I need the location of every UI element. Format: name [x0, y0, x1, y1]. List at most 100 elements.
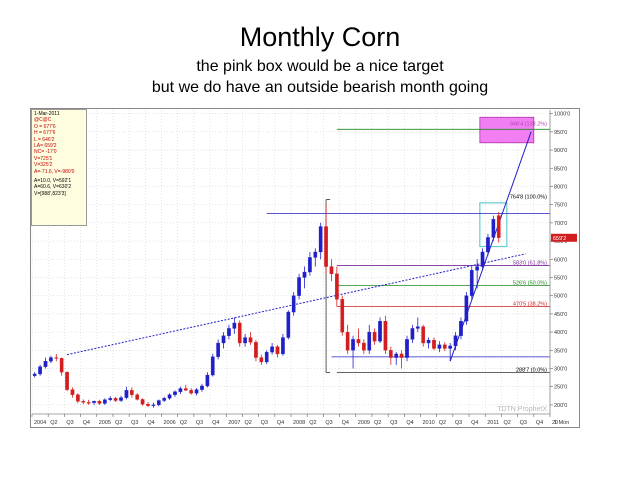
candle [135, 393, 140, 401]
x-tick-label: Q4 [277, 420, 284, 426]
x-tick-label: Q2 [180, 420, 187, 426]
candle [151, 402, 156, 408]
trend-lines [66, 131, 532, 362]
candle [108, 396, 113, 402]
candle-body [146, 404, 150, 406]
candle-body [469, 270, 474, 296]
candle-body [54, 357, 59, 359]
candle [453, 332, 458, 351]
candle-body [286, 311, 291, 338]
candle-body [486, 237, 490, 253]
slide-subtitle-line-1: the pink box would be a nice target [196, 58, 444, 75]
candle-body [113, 398, 118, 401]
horizontal-levels [266, 128, 550, 373]
slide-title: Monthly Corn [239, 22, 401, 52]
candle-body [216, 342, 220, 357]
x-tick-label: 2004 [34, 420, 46, 426]
x-tick-label: Q3 [520, 420, 527, 426]
info-lower-lines: A=10.0, V=592'1 A=60.6, V=630'2 V=[988',82… [34, 178, 84, 197]
candle-body [124, 390, 129, 398]
x-axis-end-label: 1 Mon [554, 420, 569, 426]
candle-body [151, 404, 156, 406]
info-panel: 1-Mar-2011 @C@C O = 677'6 H = 677'6 L = 64… [31, 109, 87, 226]
candle [389, 346, 393, 365]
candle-body [308, 257, 312, 273]
fib-label: 583'0 (61.8%) [513, 260, 547, 266]
candle-body [389, 350, 393, 358]
x-tick-label: Q2 [309, 420, 316, 426]
candle-body [405, 339, 409, 358]
candle [205, 372, 210, 388]
candle [183, 384, 188, 392]
candle-body [459, 321, 463, 336]
candle [475, 259, 479, 289]
target-box [479, 116, 535, 144]
x-tick-label: Q3 [261, 420, 268, 426]
candle [362, 339, 366, 354]
candle-body [81, 401, 86, 403]
y-tick-label: 500'0 [554, 294, 567, 300]
candle-body [103, 399, 107, 404]
candle [421, 324, 426, 347]
candle [54, 353, 59, 362]
candle [92, 400, 96, 405]
candle-body [410, 328, 415, 340]
candle [146, 401, 150, 408]
candle [437, 341, 442, 353]
candle [383, 315, 388, 354]
candle-body [237, 322, 242, 344]
candle-body [162, 398, 167, 401]
x-tick-label: 2008 [293, 420, 305, 426]
x-tick-label: 2005 [99, 420, 111, 426]
fib-label: 526'6 (50.0%) [513, 280, 547, 286]
recent-range-box [479, 202, 508, 248]
candle-body [475, 266, 479, 271]
candle-body [345, 331, 350, 351]
candle-body [313, 251, 318, 258]
x-tick-label: Q2 [115, 420, 122, 426]
x-tick-label: Q2 [244, 420, 251, 426]
candle-body [43, 361, 48, 367]
price-tag-text: 659'2 [553, 236, 566, 242]
candle [442, 342, 447, 352]
candle [286, 310, 291, 340]
candle-body [426, 339, 431, 344]
candle-body [210, 356, 215, 376]
x-tick-label: Q4 [342, 420, 349, 426]
candle-body [32, 373, 37, 376]
y-tick-label: 800'0 [554, 184, 567, 190]
candle [43, 357, 48, 369]
y-axis: 200'0 250'0 300'0 350'0 400'0 450'0 500'0 550'0… [549, 110, 570, 414]
candle-body [399, 353, 404, 358]
chart-border [30, 108, 580, 428]
candle-body [189, 390, 193, 394]
info-upper-lines: O = 677'6 H = 677'6 L = 646'2 LA= 659'2 NC= … [34, 124, 84, 175]
candle [486, 233, 490, 256]
info-line: O = 677'6 [34, 123, 56, 130]
candle-body [97, 401, 102, 404]
candle-body [383, 321, 388, 351]
x-tick-label: 2011 [487, 420, 499, 426]
y-tick-label: 450'0 [554, 312, 567, 318]
candle-body [275, 346, 280, 355]
candle [59, 357, 64, 376]
candle-body [264, 351, 269, 363]
candle [394, 352, 399, 365]
info-line: V=725'1 [34, 155, 53, 162]
x-tick-label: 2009 [358, 420, 370, 426]
candle-body [65, 371, 69, 390]
x-tick-label: 2010 [423, 420, 435, 426]
candle [291, 292, 296, 316]
grid-lines [31, 110, 551, 414]
candle-body [194, 389, 199, 394]
x-tick-label: Q3 [66, 420, 73, 426]
candle-body [437, 344, 442, 349]
candle-body [86, 402, 91, 404]
candle-body [329, 266, 334, 274]
candle [399, 350, 404, 369]
candle [275, 344, 280, 358]
x-tick-label: Q2 [439, 420, 446, 426]
info-line: A=10.0, V=592'1 [34, 178, 72, 185]
y-tick-label: 350'0 [554, 348, 567, 354]
info-line: LA= 659'2 [34, 143, 57, 150]
